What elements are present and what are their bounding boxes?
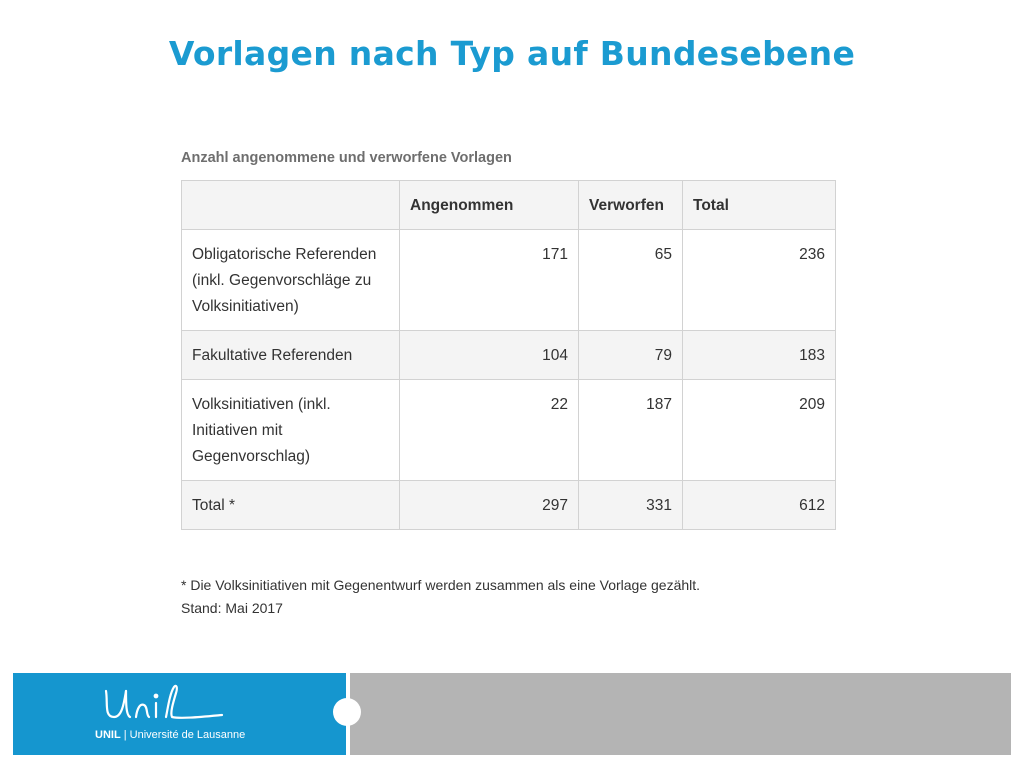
cell-verworfen: 187 xyxy=(578,379,683,481)
footnote-block: * Die Volksinitiativen mit Gegenentwurf … xyxy=(181,574,700,620)
cell-angenommen: 171 xyxy=(399,229,579,331)
cell-verworfen: 79 xyxy=(578,330,683,380)
header-total: Total xyxy=(682,180,836,230)
footnote-text: * Die Volksinitiativen mit Gegenentwurf … xyxy=(181,577,701,593)
slide-title: Vorlagen nach Typ auf Bundesebene xyxy=(168,34,856,73)
table-row: Volksinitiativen (inkl. Initiativen mit … xyxy=(181,379,836,481)
university-name: Université de Lausanne xyxy=(129,729,246,741)
table-row: Fakultative Referenden 104 79 183 xyxy=(181,330,836,380)
cell-angenommen: 104 xyxy=(399,330,579,380)
cell-total: 209 xyxy=(682,379,836,481)
row-label: Total * xyxy=(181,480,400,530)
header-verworfen: Verworfen xyxy=(578,180,683,230)
cell-total: 183 xyxy=(682,330,836,380)
brand-label: UNIL xyxy=(95,729,121,741)
table-header-row: Angenommen Verworfen Total xyxy=(181,180,836,230)
table-row: Obligatorische Referenden (inkl. Gegenvo… xyxy=(181,229,836,331)
table-caption: Anzahl angenommene und verworfene Vorlag… xyxy=(181,150,512,166)
cell-total: 236 xyxy=(682,229,836,331)
row-label: Fakultative Referenden xyxy=(181,330,400,380)
cell-angenommen: 22 xyxy=(399,379,579,481)
cell-verworfen: 65 xyxy=(578,229,683,331)
footer-blue-panel xyxy=(13,673,346,755)
cell-total: 612 xyxy=(682,480,836,530)
header-angenommen: Angenommen xyxy=(399,180,579,230)
footer-university-label: UNIL | Université de Lausanne xyxy=(95,729,245,741)
footer-circle xyxy=(333,698,361,726)
footer-gray-panel xyxy=(350,673,1011,755)
header-empty xyxy=(181,180,400,230)
referendum-table: Angenommen Verworfen Total Obligatorisch… xyxy=(181,180,836,530)
row-label: Volksinitiativen (inkl. Initiativen mit … xyxy=(181,379,400,481)
unil-logo-icon xyxy=(104,684,224,719)
cell-angenommen: 297 xyxy=(399,480,579,530)
row-label: Obligatorische Referenden (inkl. Gegenvo… xyxy=(181,229,400,331)
cell-verworfen: 331 xyxy=(578,480,683,530)
brand-separator: | xyxy=(123,729,127,741)
table-row-total: Total * 297 331 612 xyxy=(181,480,836,530)
stand-date: Stand: Mai 2017 xyxy=(181,600,283,616)
